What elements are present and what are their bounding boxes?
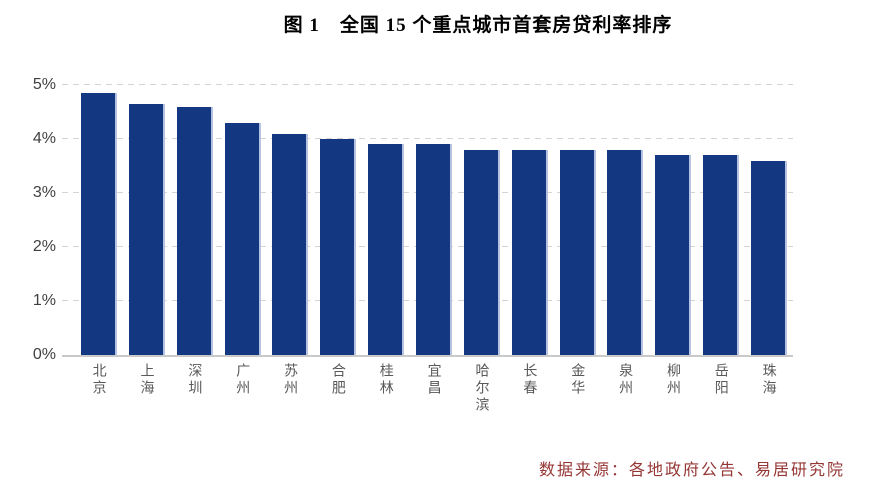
x-label-柳州: 柳州 (665, 363, 682, 397)
bar-slot (601, 85, 649, 355)
x-label-岳阳: 岳阳 (713, 363, 730, 397)
bar-北京 (80, 93, 117, 355)
y-axis: 0% 1% 2% 3% 4% 5% (0, 76, 56, 363)
bars (75, 85, 793, 355)
bar-长春 (511, 149, 548, 355)
x-label-宜昌: 宜昌 (426, 363, 443, 397)
x-label-slot: 柳州 (649, 363, 697, 397)
bar-金华 (559, 149, 596, 355)
bar-slot (171, 85, 219, 355)
x-label-苏州: 苏州 (283, 363, 300, 397)
x-label-slot: 泉州 (601, 363, 649, 397)
y-tick-label: 2% (32, 238, 56, 255)
x-label-slot: 长春 (506, 363, 554, 397)
x-label-slot: 合肥 (314, 363, 362, 397)
x-label-slot: 宜昌 (410, 363, 458, 397)
x-label-slot: 哈尔滨 (458, 363, 506, 414)
bar-slot (123, 85, 171, 355)
x-label-slot: 金华 (554, 363, 602, 397)
y-tick-label: 5% (32, 76, 56, 93)
x-label-长春: 长春 (522, 363, 539, 397)
x-label-slot: 岳阳 (697, 363, 745, 397)
bar-宜昌 (415, 144, 452, 355)
x-label-slot: 上海 (123, 363, 171, 397)
y-tick-label: 1% (32, 292, 56, 309)
bar-slot (314, 85, 362, 355)
bar-珠海 (750, 160, 787, 355)
x-label-北京: 北京 (91, 363, 108, 397)
bar-slot (697, 85, 745, 355)
x-label-slot: 桂林 (362, 363, 410, 397)
gridline-5 (62, 84, 793, 85)
chart-title: 图 1 全国 15 个重点城市首套房贷利率排序 (283, 15, 673, 36)
y-tick-label: 3% (32, 184, 56, 201)
bar-slot (745, 85, 793, 355)
x-label-金华: 金华 (570, 363, 587, 397)
bar-slot (506, 85, 554, 355)
x-label-桂林: 桂林 (378, 363, 395, 397)
bar-柳州 (655, 155, 692, 355)
source-note: 数据来源：各地政府公告、易居研究院 (538, 462, 845, 479)
x-label-slot: 苏州 (266, 363, 314, 397)
x-label-哈尔滨: 哈尔滨 (474, 363, 491, 414)
x-label-合肥: 合肥 (330, 363, 347, 397)
bar-哈尔滨 (463, 149, 500, 355)
bar-苏州 (272, 133, 309, 355)
x-axis: 北京 上海 深圳 广州 苏州 合肥 桂林 宜昌 哈尔滨 长春 金华 泉州 柳州 岳阳 珠海 (75, 363, 793, 414)
bar-slot (75, 85, 123, 355)
x-label-广州: 广州 (235, 363, 252, 397)
bar-深圳 (176, 106, 213, 355)
bar-slot (266, 85, 314, 355)
x-label-泉州: 泉州 (618, 363, 635, 397)
x-label-slot: 北京 (75, 363, 123, 397)
x-label-珠海: 珠海 (761, 363, 778, 397)
gridline-4 (62, 138, 793, 139)
bar-上海 (128, 103, 165, 355)
bar-slot (649, 85, 697, 355)
x-label-slot: 深圳 (171, 363, 219, 397)
bar-slot (219, 85, 267, 355)
y-tick-label: 0% (32, 346, 56, 363)
x-label-上海: 上海 (139, 363, 156, 397)
bar-合肥 (320, 139, 357, 355)
bar-广州 (224, 122, 261, 355)
y-tick-label: 4% (32, 130, 56, 147)
bar-slot (362, 85, 410, 355)
bar-slot (410, 85, 458, 355)
bar-泉州 (607, 149, 644, 355)
bar-slot (554, 85, 602, 355)
x-label-slot: 珠海 (745, 363, 793, 397)
plot-area (62, 84, 793, 357)
x-label-深圳: 深圳 (187, 363, 204, 397)
x-label-slot: 广州 (219, 363, 267, 397)
bar-岳阳 (703, 155, 740, 355)
bar-桂林 (368, 144, 405, 355)
bar-slot (458, 85, 506, 355)
